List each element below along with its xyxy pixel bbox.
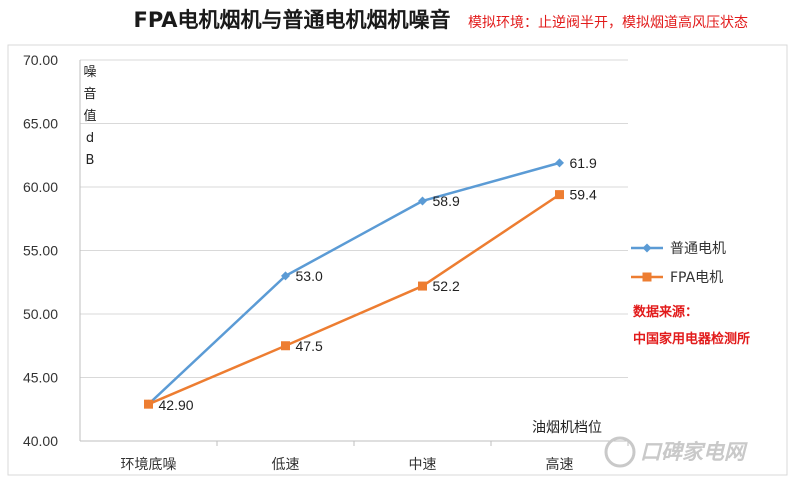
series-line-1 [147,161,560,406]
legend-label: 普通电机 [670,241,726,257]
y-axis-label-char: 值 [83,108,96,124]
y-tick-label: 40.00 [23,433,58,449]
gridlines [79,59,629,446]
watermark: 口碑家电网 [604,436,748,468]
source-note-org: 中国家用电器检测所 [633,331,750,347]
y-axis-label-char: 噪 [83,65,96,80]
series-2-point [418,281,427,291]
y-tick-labels: 40.00 45.00 50.00 55.00 60.00 65.00 70.00 [23,52,58,449]
chart-border [7,44,788,476]
chart-subtitle: 模拟环境：止逆阀半开，模拟烟道高风压状态 [468,14,748,31]
legend-label: FPA电机 [670,270,723,286]
y-axis-label-char: B [86,153,95,168]
series-1-point [281,271,290,281]
y-axis-label-char: 音 [83,86,96,102]
data-label: 59.4 [570,187,597,203]
watermark-text: 口碑家电网 [640,440,748,464]
x-tick-label: 中速 [409,457,437,473]
source-note-heading: 数据来源： [633,304,698,320]
watermark-logo-icon [604,436,636,468]
data-label: 52.2 [433,278,460,294]
y-tick-label: 70.00 [23,52,58,68]
data-label: 47.5 [296,338,323,354]
legend-swatch-marker [642,272,652,282]
x-tick-label: 低速 [272,457,300,473]
series-2-point [555,190,564,200]
series-1-point [418,196,427,206]
y-tick-label: 65.00 [23,116,58,132]
series-group: 53.0 58.9 61.9 42.90 47.5 52.2 59.4 [144,155,597,413]
y-tick-label: 55.00 [23,243,58,259]
x-axis-label: 油烟机档位 [532,420,602,436]
chart-title: FPA电机烟机与普通电机烟机噪音 [133,8,450,32]
series-1-point [555,158,564,168]
legend: 普通电机 FPA电机 [631,241,726,286]
data-label: 58.9 [433,193,460,209]
x-tick-label: 高速 [546,456,574,473]
data-label: 42.90 [159,397,194,413]
series-2-point [281,341,290,351]
y-tick-label: 60.00 [23,179,58,195]
x-tick-label: 环境底噪 [121,457,177,473]
data-label: 61.9 [570,155,597,171]
series-line-2 [148,193,561,406]
y-tick-label: 50.00 [23,306,58,322]
y-axis-label-char: d [86,131,94,146]
series-2-point [144,399,153,409]
y-tick-label: 45.00 [23,370,58,386]
legend-swatch-marker [642,243,652,253]
data-label: 53.0 [296,268,323,284]
x-tick-labels: 环境底噪 低速 中速 高速 [121,456,574,473]
